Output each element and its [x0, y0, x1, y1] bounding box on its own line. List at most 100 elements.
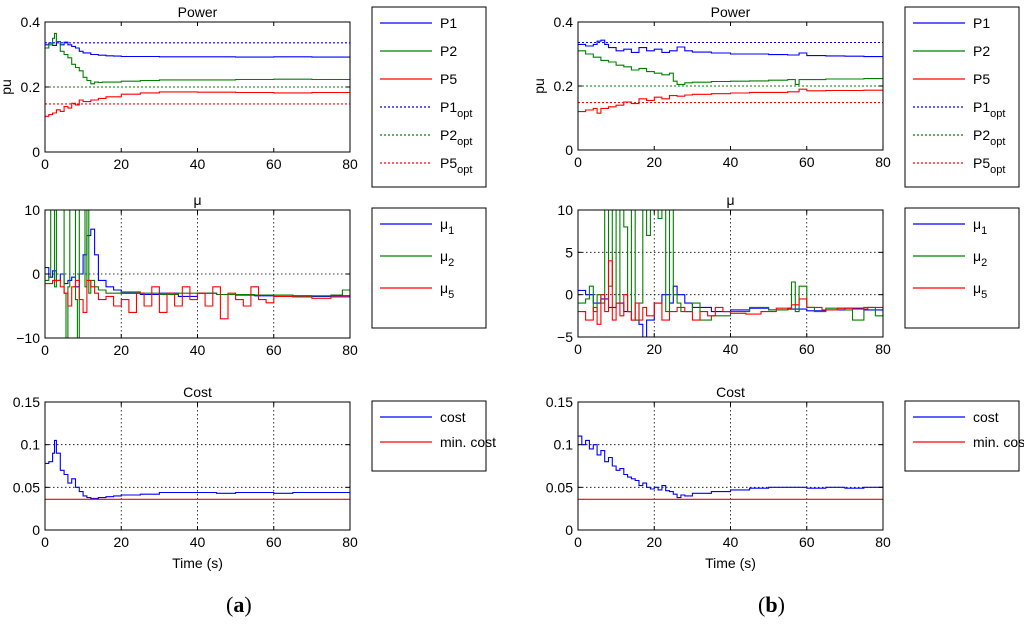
x-tick-label: 40: [190, 342, 206, 358]
legend-entry-subscript: opt: [457, 108, 472, 120]
legend-entry-label: P1: [973, 15, 990, 31]
y-tick-label: −10: [16, 330, 40, 346]
x-tick-label: 60: [799, 534, 815, 550]
legend-entry-subscript: 2: [981, 257, 987, 269]
legend-entry-label: P2: [440, 127, 457, 143]
y-tick-label: 0.1: [554, 437, 574, 453]
figure-canvas: 0 20 40 60 8000.20.4PowerpuP1P2P5P1optP2optP…: [0, 4, 1024, 571]
legend-entry: P5: [440, 71, 457, 87]
chart-a-cost: 0 20 40 60 80 0 0.05 0.1 0.15 Cost Time (s) cost min…: [13, 384, 496, 571]
legend-entry: μ1: [973, 216, 987, 237]
legend-entry-label: P5: [440, 71, 457, 87]
series-line-p5: [45, 91, 350, 117]
y-tick-label: 0: [565, 142, 573, 158]
series-group: [578, 435, 883, 500]
x-tick-label: 80: [342, 534, 358, 550]
series-line-p2: [578, 50, 883, 85]
y-tick-label: 0: [32, 144, 40, 160]
x-tick-label: 80: [342, 156, 358, 172]
series-line-5: [578, 260, 883, 325]
legend: cost min. cost: [904, 400, 1024, 472]
legend-entry: μ5: [440, 280, 454, 301]
x-tick-label: 0: [574, 154, 582, 170]
legend-box: [371, 400, 487, 472]
legend-entry: μ2: [973, 248, 987, 269]
legend-entry: P2: [973, 43, 990, 59]
x-tick-label: 60: [266, 156, 282, 172]
y-tick-label: 0.4: [554, 14, 574, 30]
series-line-cost: [578, 435, 883, 499]
y-tick-label: 0: [565, 522, 573, 538]
y-tick-label: 0: [565, 287, 573, 303]
x-tick-label: 60: [799, 341, 815, 357]
legend-entry-label: P1: [440, 15, 457, 31]
legend-entry-label: μ: [973, 216, 981, 232]
legend-entry-label: min. cost: [440, 434, 496, 450]
legend-entry-subscript: 1: [448, 225, 454, 237]
legend-entry-label: cost: [440, 409, 466, 425]
legend-entry-subscript: opt: [990, 108, 1005, 120]
chart-title: Cost: [716, 384, 745, 400]
legend-entry-label: μ: [973, 280, 981, 296]
legend-entry-subscript: opt: [457, 136, 472, 148]
x-tick-label: 0: [41, 534, 49, 550]
x-tick-label: 20: [113, 342, 129, 358]
legend-entry: μ1: [440, 216, 454, 237]
series-group: [45, 439, 350, 500]
legend-entry-label: P5: [440, 155, 457, 171]
legend-entry: min. cost: [440, 434, 496, 450]
legend-entry-subscript: 5: [448, 289, 454, 301]
x-tick-label: 0: [574, 534, 582, 550]
x-tick-label: 80: [342, 342, 358, 358]
y-tick-label: 10: [557, 202, 573, 218]
legend-box: [371, 207, 487, 329]
legend: cost min. cost: [371, 400, 496, 472]
x-tick-label: 20: [646, 341, 662, 357]
x-tick-label: 0: [574, 341, 582, 357]
x-tick-label: 0: [41, 156, 49, 172]
legend-entry: P1opt: [973, 99, 1005, 120]
y-tick-label: 0.2: [554, 78, 574, 94]
x-axis-label: Time (s): [705, 555, 756, 571]
chart-title: μ: [193, 192, 201, 208]
series-group: [45, 32, 350, 117]
x-tick-label: 40: [723, 534, 739, 550]
x-tick-label: 60: [799, 154, 815, 170]
chart-title: Power: [178, 4, 218, 20]
x-tick-label: 60: [266, 342, 282, 358]
legend-entry: P1: [973, 15, 990, 31]
legend-entry-label: P2: [440, 43, 457, 59]
y-tick-label: 0.4: [21, 14, 41, 30]
legend-box: [904, 207, 1020, 329]
legend-entry-label: cost: [973, 409, 999, 425]
legend-entry: P5opt: [440, 155, 472, 176]
legend-entry: P1: [440, 15, 457, 31]
legend-entry: P2opt: [440, 127, 472, 148]
y-tick-label: 0.2: [21, 79, 41, 95]
series-group: [578, 210, 883, 337]
legend-entry-label: μ: [973, 248, 981, 264]
legend-box: [904, 6, 1020, 188]
x-tick-label: 40: [723, 154, 739, 170]
x-tick-label: 20: [646, 534, 662, 550]
legend-entry-label: μ: [440, 216, 448, 232]
x-tick-label: 40: [190, 534, 206, 550]
legend-entry: μ5: [973, 280, 987, 301]
legend-entry-label: μ: [440, 280, 448, 296]
x-tick-label: 60: [266, 534, 282, 550]
x-tick-label: 40: [190, 156, 206, 172]
legend-entry: min. cost: [973, 434, 1024, 450]
panel-label-b: (b): [758, 592, 785, 617]
chart-title: Cost: [183, 384, 212, 400]
legend-entry: cost: [973, 409, 999, 425]
legend-entry-subscript: 1: [981, 225, 987, 237]
legend-entry-label: P5: [973, 155, 990, 171]
legend-entry-subscript: 2: [448, 257, 454, 269]
x-tick-label: 80: [875, 341, 891, 357]
chart-b-power: 0 20 40 60 8000.20.4PowerpuP1P2P5P1optP2optP…: [531, 4, 1020, 188]
legend-entry-label: P2: [973, 127, 990, 143]
